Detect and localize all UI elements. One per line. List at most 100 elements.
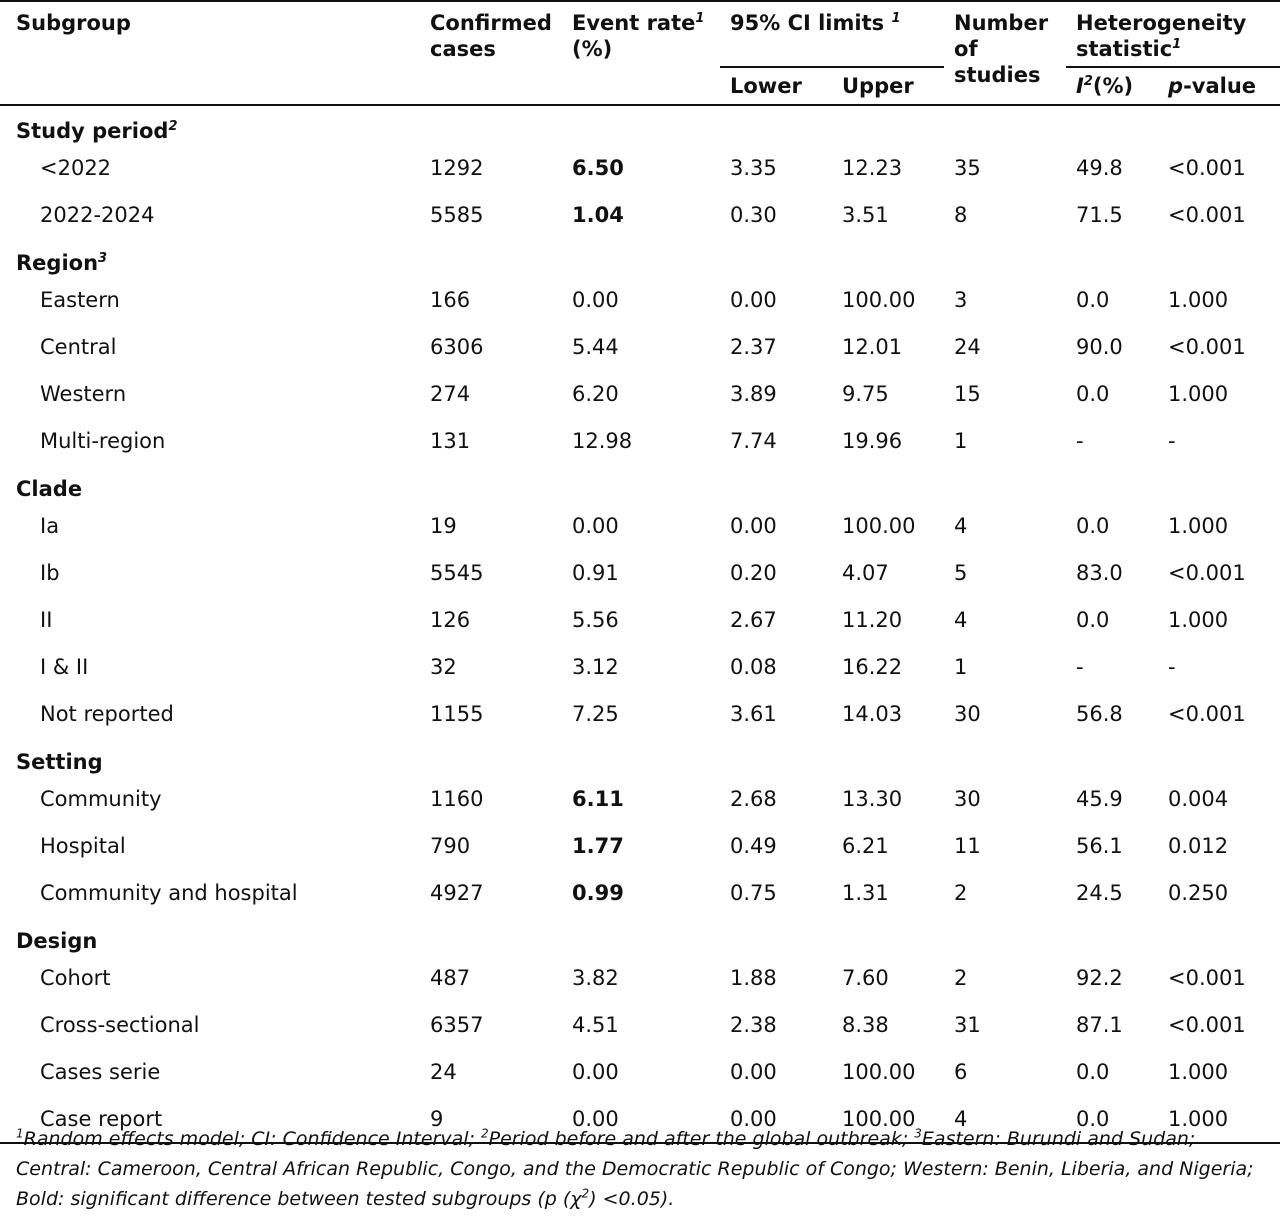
group-label-text: Study period bbox=[16, 119, 169, 143]
cell-number-of-studies: 24 bbox=[954, 334, 981, 359]
cell-confirmed-cases: 274 bbox=[430, 381, 471, 406]
cell-i2: 56.1 bbox=[1076, 833, 1123, 858]
cell-subgroup: Cross-sectional bbox=[40, 1012, 200, 1037]
cell-ci-upper: 12.23 bbox=[842, 155, 903, 180]
cell-event-rate: 0.00 bbox=[572, 287, 619, 312]
cell-ci-upper: 7.60 bbox=[842, 965, 889, 990]
cell-number-of-studies: 15 bbox=[954, 381, 981, 406]
cell-number-of-studies: 4 bbox=[954, 513, 968, 538]
cell-i2: 49.8 bbox=[1076, 155, 1123, 180]
cell-p-value: 0.250 bbox=[1168, 880, 1229, 905]
header-ci-lower: Lower bbox=[720, 67, 832, 106]
cell-ci-lower: 0.20 bbox=[730, 560, 777, 585]
cell-number-of-studies: 11 bbox=[954, 833, 981, 858]
group-row: Clade bbox=[0, 464, 1280, 502]
cell-i2: 71.5 bbox=[1076, 202, 1123, 227]
header-ci-limits: 95% CI limits 1 bbox=[720, 0, 945, 68]
group-label-text: Setting bbox=[16, 750, 103, 774]
cell-i2: 92.2 bbox=[1076, 965, 1123, 990]
cell-event-rate: 6.50 bbox=[572, 155, 624, 180]
group-row: Setting bbox=[0, 737, 1280, 775]
cell-p-value: - bbox=[1168, 654, 1176, 679]
cell-p-value: 1.000 bbox=[1168, 1059, 1229, 1084]
table-body: Study period2 <2022 1292 6.50 3.35 12.23 35 49.… bbox=[0, 105, 1280, 1144]
cell-confirmed-cases: 126 bbox=[430, 607, 471, 632]
header-p-value: p-value bbox=[1152, 67, 1280, 106]
cell-confirmed-cases: 131 bbox=[430, 428, 471, 453]
cell-p-value: 1.000 bbox=[1168, 381, 1229, 406]
cell-event-rate: 1.77 bbox=[572, 833, 624, 858]
cell-i2: 56.8 bbox=[1076, 701, 1123, 726]
cell-i2: - bbox=[1076, 654, 1084, 679]
cell-confirmed-cases: 5585 bbox=[430, 202, 484, 227]
table-row: Case report 9 0.00 0.00 100.00 4 0.0 1.000 bbox=[0, 1095, 1280, 1144]
cell-p-value: <0.001 bbox=[1168, 334, 1246, 359]
cell-p-value: 0.012 bbox=[1168, 833, 1229, 858]
table-row: Multi-region 131 12.98 7.74 19.96 1 - - bbox=[0, 417, 1280, 464]
cell-number-of-studies: 4 bbox=[954, 607, 968, 632]
cell-ci-upper: 16.22 bbox=[842, 654, 903, 679]
cell-ci-upper: 3.51 bbox=[842, 202, 889, 227]
group-label-text: Clade bbox=[16, 477, 83, 501]
cell-ci-lower: 0.30 bbox=[730, 202, 777, 227]
cell-number-of-studies: 5 bbox=[954, 560, 968, 585]
table-row: II 126 5.56 2.67 11.20 4 0.0 1.000 bbox=[0, 596, 1280, 643]
cell-event-rate: 0.99 bbox=[572, 880, 624, 905]
table-row: Western 274 6.20 3.89 9.75 15 0.0 1.000 bbox=[0, 370, 1280, 417]
cell-subgroup: Ib bbox=[40, 560, 60, 585]
cell-confirmed-cases: 1292 bbox=[430, 155, 484, 180]
footnote-text-2: Period before and after the global outbr… bbox=[488, 1128, 915, 1150]
cell-subgroup: Not reported bbox=[40, 701, 174, 726]
cell-subgroup: 2022-2024 bbox=[40, 202, 155, 227]
cell-number-of-studies: 4 bbox=[944, 1095, 1067, 1144]
cell-ci-lower: 0.49 bbox=[730, 833, 777, 858]
cell-number-of-studies: 1 bbox=[954, 428, 968, 453]
group-row: Region3 bbox=[0, 238, 1280, 276]
header-ci-upper: Upper bbox=[832, 67, 945, 106]
cell-i2: 83.0 bbox=[1076, 560, 1123, 585]
cell-p-value: 1.000 bbox=[1168, 607, 1229, 632]
cell-number-of-studies: 35 bbox=[954, 155, 981, 180]
header-confirmed-cases: Confirmed cases bbox=[412, 0, 562, 106]
table-row: Eastern 166 0.00 0.00 100.00 3 0.0 1.000 bbox=[0, 276, 1280, 323]
group-row: Study period2 bbox=[0, 105, 1280, 144]
group-label-footnote-marker: 3 bbox=[98, 251, 108, 266]
group-label: Design bbox=[0, 916, 1280, 954]
cell-i2: 0.0 bbox=[1066, 1095, 1153, 1144]
header-number-of-studies: Number of studies bbox=[944, 0, 1067, 106]
footnote-text-3: Eastern: Burundi and Sudan; Central: Cam… bbox=[16, 1128, 1254, 1210]
footnote-marker-1: 1 bbox=[16, 1126, 24, 1141]
cell-ci-lower: 0.00 bbox=[730, 287, 777, 312]
header-heterogeneity: Heterogeneity statistic1 bbox=[1066, 0, 1280, 68]
cell-number-of-studies: 3 bbox=[954, 287, 968, 312]
cell-subgroup: Community and hospital bbox=[40, 880, 298, 905]
cell-ci-lower: 3.89 bbox=[730, 381, 777, 406]
group-label-text: Design bbox=[16, 929, 98, 953]
cell-p-value: <0.001 bbox=[1168, 965, 1246, 990]
cell-ci-lower: 7.74 bbox=[730, 428, 777, 453]
cell-subgroup: Central bbox=[40, 334, 117, 359]
cell-event-rate: 5.44 bbox=[572, 334, 619, 359]
cell-i2: 24.5 bbox=[1076, 880, 1123, 905]
table-row: Cross-sectional 6357 4.51 2.38 8.38 31 87.1 <0.… bbox=[0, 1001, 1280, 1048]
cell-ci-lower: 2.67 bbox=[730, 607, 777, 632]
cell-event-rate: 4.51 bbox=[572, 1012, 619, 1037]
footnote-text-4: ) <0.05). bbox=[589, 1188, 675, 1210]
cell-event-rate: 3.82 bbox=[572, 965, 619, 990]
cell-ci-upper: 100.00 bbox=[832, 1095, 945, 1144]
cell-p-value: <0.001 bbox=[1168, 701, 1246, 726]
cell-ci-upper: 9.75 bbox=[842, 381, 889, 406]
cell-p-value: <0.001 bbox=[1168, 560, 1246, 585]
cell-confirmed-cases: 1155 bbox=[430, 701, 484, 726]
cell-confirmed-cases: 166 bbox=[430, 287, 471, 312]
footnote-marker-2: 2 bbox=[480, 1126, 489, 1141]
table-row: 2022-2024 5585 1.04 0.30 3.51 8 71.5 <0.001 bbox=[0, 191, 1280, 238]
cell-ci-upper: 14.03 bbox=[842, 701, 903, 726]
cell-ci-upper: 13.30 bbox=[842, 786, 903, 811]
table-row: Ia 19 0.00 0.00 100.00 4 0.0 1.000 bbox=[0, 502, 1280, 549]
cell-ci-lower: 0.00 bbox=[730, 1059, 777, 1084]
cell-i2: 45.9 bbox=[1076, 786, 1123, 811]
cell-confirmed-cases: 4927 bbox=[430, 880, 484, 905]
cell-i2: 0.0 bbox=[1076, 513, 1110, 538]
cell-confirmed-cases: 5545 bbox=[430, 560, 484, 585]
